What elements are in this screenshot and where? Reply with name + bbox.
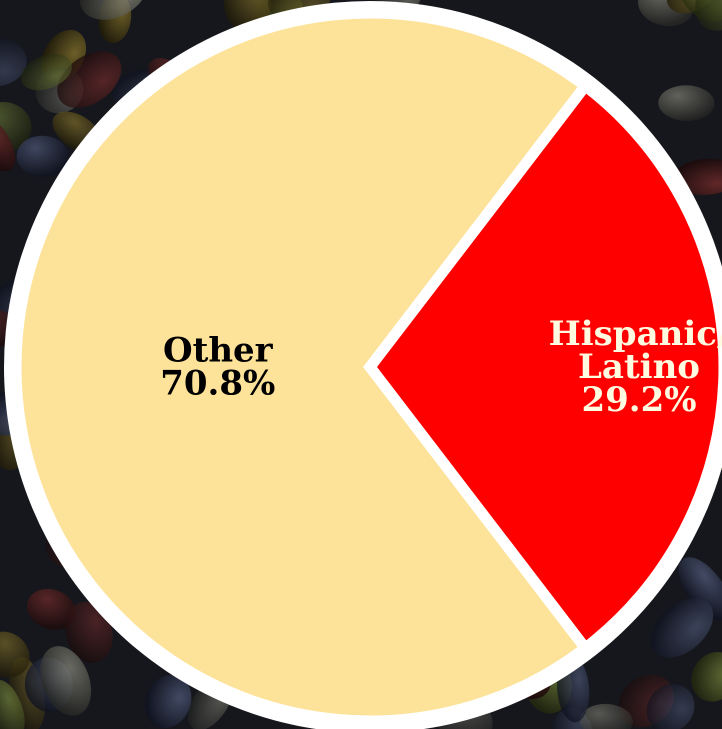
slice-value-label: 29.2% [581, 380, 696, 420]
jelly-bean [0, 631, 30, 678]
pie-slice-other [10, 7, 593, 727]
jelly-bean [40, 646, 92, 716]
jelly-bean [678, 557, 722, 621]
jelly-bean [646, 684, 695, 729]
pie [4, 1, 722, 729]
jelly-bean [57, 51, 122, 108]
slice-name-label: Other [163, 331, 274, 371]
jelly-bean [16, 135, 69, 177]
jelly-bean [638, 0, 695, 27]
jelly-bean [658, 85, 715, 121]
slice-label-other: Other 70.8% [160, 331, 275, 404]
pie-labels: Hispanic/Latino 29.2% Other 70.8% [160, 314, 722, 420]
slice-label-hispanic-latino: Hispanic/Latino 29.2% [549, 314, 722, 420]
jelly-bean [0, 679, 25, 729]
jelly-bean [650, 597, 714, 658]
jelly-bean [65, 601, 113, 664]
jelly-bean [0, 101, 32, 153]
jelly-bean [579, 703, 633, 729]
jelly-bean [0, 37, 27, 87]
jelly-bean [673, 158, 722, 195]
jelly-bean [691, 652, 722, 702]
jelly-bean [79, 0, 148, 20]
jelly-bean [27, 588, 76, 630]
jelly-bean [695, 0, 722, 31]
pie-slice-hispanic-latino [363, 78, 722, 656]
jelly-bean [0, 114, 16, 172]
slice-value-label: 70.8% [160, 364, 275, 404]
slice-name-label: Hispanic/ [549, 314, 722, 354]
jelly-bean [223, 0, 272, 32]
slice-name-label: Latino [578, 347, 700, 387]
jelly-bean [144, 674, 192, 729]
jelly-bean [20, 54, 72, 91]
